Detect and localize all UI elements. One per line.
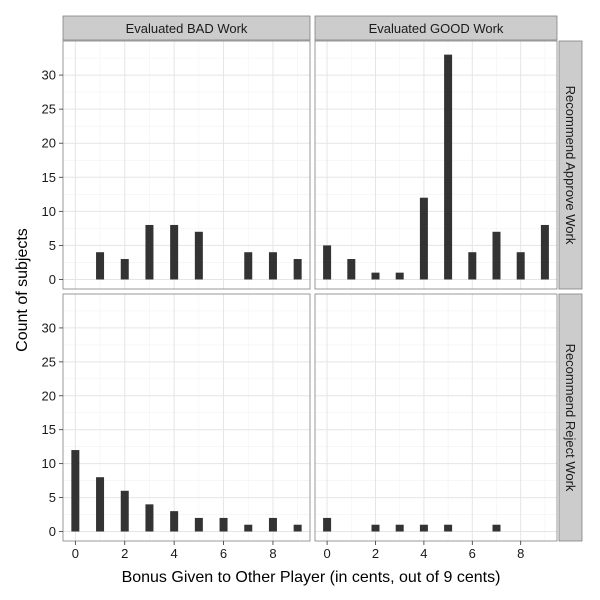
bar-x2 xyxy=(371,524,380,532)
x-tick-label: 4 xyxy=(420,546,427,561)
panel-border xyxy=(62,40,311,290)
row-strip-recommend-approve-work: Recommend Approve Work xyxy=(558,40,583,290)
strip-background xyxy=(62,15,311,41)
strip-background xyxy=(314,15,558,41)
y-tick-label: 20 xyxy=(42,136,56,151)
y-tick-label: 30 xyxy=(42,320,56,335)
row-strip-label: Recommend Approve Work xyxy=(563,86,578,245)
bar-x6 xyxy=(468,252,477,280)
strips-layer: Evaluated BAD Work Evaluated GOOD Work Rec… xyxy=(62,15,583,542)
bar-x3 xyxy=(145,224,154,280)
panel-recommend-reject-work-evaluated-bad-work xyxy=(62,293,311,542)
bar-x3 xyxy=(145,504,154,532)
bar-x4 xyxy=(419,524,428,532)
y-tick-label: 10 xyxy=(42,456,56,471)
y-tick-label: 25 xyxy=(42,354,56,369)
row-strip-recommend-reject-work: Recommend Reject Work xyxy=(558,293,583,542)
bar-x1 xyxy=(347,259,356,280)
x-tick-label: 0 xyxy=(323,546,330,561)
y-tick-label: 20 xyxy=(42,388,56,403)
bar-x4 xyxy=(419,197,428,280)
ticks-layer: 0 5 10 15 20 25 30 0 5 10 15 20 25 30 0 2 4 6 8 0 2 4 6 8 xyxy=(42,68,525,561)
panel-recommend-approve-work-evaluated-bad-work xyxy=(62,40,311,290)
x-tick-label: 6 xyxy=(220,546,227,561)
column-strip-evaluated-bad-work: Evaluated BAD Work xyxy=(62,15,311,41)
bar-x9 xyxy=(293,259,302,280)
column-strip-label: Evaluated BAD Work xyxy=(126,21,248,36)
bar-x3 xyxy=(395,272,404,280)
column-strip-label: Evaluated GOOD Work xyxy=(369,21,504,36)
bar-x4 xyxy=(170,511,179,532)
strip-background xyxy=(558,40,583,290)
panel-border xyxy=(314,293,558,542)
bar-x8 xyxy=(268,252,277,280)
y-tick-label: 5 xyxy=(49,490,56,505)
y-tick-label: 0 xyxy=(49,272,56,287)
panel-recommend-approve-work-evaluated-good-work xyxy=(314,40,558,290)
x-tick-label: 2 xyxy=(372,546,379,561)
bar-x1 xyxy=(96,477,105,532)
panel-recommend-reject-work-evaluated-good-work xyxy=(314,293,558,542)
bar-x7 xyxy=(492,231,501,280)
bar-x0 xyxy=(323,245,332,280)
y-tick-label: 5 xyxy=(49,238,56,253)
bar-x8 xyxy=(268,517,277,532)
x-tick-label: 2 xyxy=(121,546,128,561)
bar-x9 xyxy=(293,524,302,532)
bar-x7 xyxy=(244,252,253,280)
bar-x2 xyxy=(371,272,380,280)
panel-background xyxy=(63,41,310,289)
x-tick-label: 6 xyxy=(469,546,476,561)
x-axis-title: Bonus Given to Other Player (in cents, o… xyxy=(122,569,501,586)
y-tick-label: 10 xyxy=(42,204,56,219)
x-tick-label: 0 xyxy=(72,546,79,561)
bar-x0 xyxy=(323,517,332,532)
bar-x3 xyxy=(395,524,404,532)
bar-x7 xyxy=(492,524,501,532)
bar-x9 xyxy=(540,224,549,280)
x-tick-label: 8 xyxy=(517,546,524,561)
panel-border xyxy=(62,293,311,542)
x-tick-label: 4 xyxy=(171,546,178,561)
x-tick-label: 8 xyxy=(269,546,276,561)
panel-border xyxy=(314,40,558,290)
y-tick-label: 15 xyxy=(42,170,56,185)
panel-background xyxy=(315,294,557,541)
y-tick-label: 30 xyxy=(42,68,56,83)
row-strip-label: Recommend Reject Work xyxy=(563,344,578,492)
y-axis-title: Count of subjects xyxy=(14,228,31,352)
bar-x2 xyxy=(120,490,129,532)
strip-background xyxy=(558,293,583,542)
y-tick-label: 0 xyxy=(49,524,56,539)
panel-background xyxy=(63,294,310,541)
bar-x2 xyxy=(120,259,129,280)
bar-x5 xyxy=(444,54,453,280)
bar-x5 xyxy=(194,231,203,280)
bar-x7 xyxy=(244,524,253,532)
panel-background xyxy=(315,41,557,289)
bar-x6 xyxy=(219,517,228,532)
bar-x4 xyxy=(170,224,179,280)
bar-x8 xyxy=(516,252,525,280)
bar-x5 xyxy=(444,524,453,532)
bar-x0 xyxy=(71,450,80,532)
y-tick-label: 25 xyxy=(42,102,56,117)
column-strip-evaluated-good-work: Evaluated GOOD Work xyxy=(314,15,558,41)
bar-x5 xyxy=(194,517,203,532)
panels-layer xyxy=(62,40,558,542)
bar-x1 xyxy=(96,252,105,280)
y-tick-label: 15 xyxy=(42,422,56,437)
